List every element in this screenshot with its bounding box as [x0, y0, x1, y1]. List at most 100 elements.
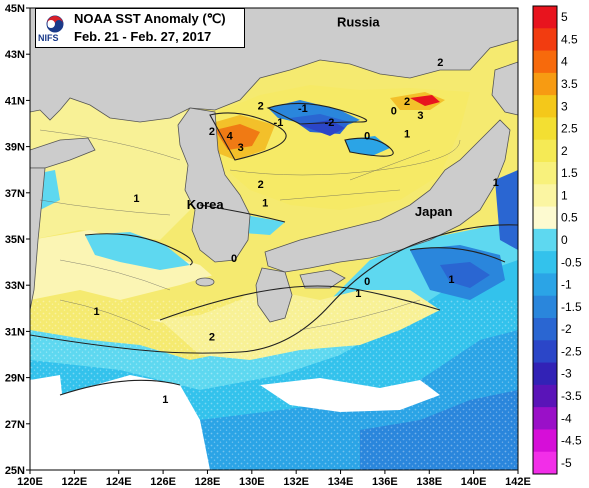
contour-value-label: 1 — [162, 394, 168, 406]
japan-kyushu — [255, 267, 293, 323]
lat-tick-label: 35N — [5, 234, 25, 246]
colorbar-swatch — [533, 50, 557, 74]
colorbar-label: 1.5 — [561, 166, 578, 180]
colorbar-swatch — [533, 117, 557, 141]
place-labels: Russia Korea Japan — [187, 14, 453, 218]
contour-value-label: 0 — [364, 276, 370, 288]
contour-value-label: 2 — [209, 332, 215, 344]
lat-tick-label: 29N — [5, 373, 25, 385]
colorbar-swatch — [533, 6, 557, 29]
longitude-axis: 120E 122E 124E 126E 128E 130E 132E 134E 136E 138E… — [17, 470, 531, 488]
nifs-logo-text: NIFS — [38, 33, 59, 43]
place-label-korea: Korea — [187, 197, 225, 212]
lat-tick-label: 33N — [5, 280, 25, 292]
colorbar-label: -1.5 — [561, 300, 582, 314]
contour-value-label: 2 — [437, 57, 443, 69]
nifs-logo-icon — [46, 15, 64, 33]
colorbar-label: -3 — [561, 367, 572, 381]
place-label-russia: Russia — [337, 14, 380, 29]
lon-tick-label: 142E — [505, 476, 531, 488]
colorbar-swatch — [533, 95, 557, 118]
colorbar-label: 3 — [561, 99, 568, 113]
lat-tick-label: 41N — [5, 95, 25, 107]
colorbar-swatch — [533, 228, 557, 252]
colorbar-swatch — [533, 162, 557, 185]
colorbar-swatch — [533, 139, 557, 163]
colorbar-label: -5 — [561, 456, 572, 470]
colorbar-swatch — [533, 184, 557, 208]
lon-tick-label: 132E — [283, 476, 309, 488]
contour-value-label: 1 — [404, 128, 410, 140]
colorbar-swatch — [533, 295, 557, 319]
lon-tick-label: 122E — [62, 476, 88, 488]
colorbar-label: 4 — [561, 55, 568, 69]
japan-honshu — [264, 119, 511, 273]
colorbar-swatch — [533, 429, 557, 453]
lon-tick-label: 120E — [17, 476, 43, 488]
contour-value-label: -2 — [325, 117, 335, 129]
contour-value-label: 1 — [93, 306, 99, 318]
contour-value-label: 3 — [417, 110, 423, 122]
contour-value-label: 2 — [404, 96, 410, 108]
korean-peninsula — [177, 107, 251, 263]
lon-tick-label: 138E — [416, 476, 442, 488]
contour-value-label: 1 — [262, 198, 268, 210]
contour-value-label: 3 — [238, 142, 244, 154]
contour-value-label: 1 — [493, 177, 499, 189]
contour-value-label: 1 — [133, 193, 139, 205]
japan-hokkaido — [491, 61, 518, 116]
colorbar-swatch — [533, 451, 557, 475]
lon-tick-label: 126E — [150, 476, 176, 488]
colorbar-swatch — [533, 72, 557, 96]
lon-tick-label: 134E — [328, 476, 354, 488]
colorbar-label: -2.5 — [561, 344, 582, 358]
lat-tick-label: 25N — [5, 465, 25, 477]
china-coast — [30, 167, 46, 311]
colorbar-label: 2 — [561, 144, 568, 158]
colorbar: 5 4.5 4 3.5 3 2.5 2 1.5 1 0.5 0 -0.5 -1 -1.5 -2 -2.5 -3 -… — [532, 5, 582, 475]
jeju-island — [195, 277, 215, 287]
map-title: NOAA SST Anomaly (℃) — [74, 11, 226, 26]
contour-value-label: -1 — [298, 103, 308, 115]
lon-tick-label: 128E — [195, 476, 221, 488]
contour-value-label: 1 — [355, 288, 361, 300]
colorbar-swatch — [533, 384, 557, 408]
lat-tick-label: 27N — [5, 419, 25, 431]
lat-tick-label: 43N — [5, 49, 25, 61]
contour-value-label: 4 — [227, 131, 234, 143]
colorbar-label: 1 — [561, 188, 568, 202]
colorbar-label: 3.5 — [561, 77, 578, 91]
colorbar-swatch — [533, 251, 557, 274]
colorbar-swatch — [533, 362, 557, 386]
lat-tick-label: 37N — [5, 188, 25, 200]
latitude-axis: 45N 43N 41N 39N 37N 35N 33N 31N 29N 27N 25N — [5, 3, 30, 477]
anomaly-field — [30, 85, 518, 470]
contour-value-label: 2 — [258, 179, 264, 191]
lon-tick-label: 124E — [106, 476, 132, 488]
contour-value-label: 2 — [258, 101, 264, 113]
colorbar-label: -4 — [561, 411, 572, 425]
colorbar-label: -1 — [561, 278, 572, 292]
colorbar-label: -3.5 — [561, 389, 582, 403]
contour-value-label: 0 — [364, 131, 370, 143]
colorbar-label: -4.5 — [561, 434, 582, 448]
colorbar-swatch — [533, 407, 557, 430]
colorbar-frame — [532, 5, 558, 475]
lon-tick-label: 140E — [461, 476, 487, 488]
colorbar-label: 0.5 — [561, 211, 578, 225]
colorbar-label: 0 — [561, 233, 568, 247]
colorbar-swatch — [533, 28, 557, 52]
colorbar-swatch — [533, 206, 557, 230]
contour-value-label: 1 — [448, 274, 454, 286]
lon-tick-label: 130E — [239, 476, 265, 488]
map-period: Feb. 21 - Feb. 27, 2017 — [74, 29, 212, 44]
title-box: NIFS NOAA SST Anomaly (℃) Feb. 21 - Feb.… — [35, 8, 245, 48]
contour-value-label: 0 — [391, 105, 397, 117]
colorbar-label: 2.5 — [561, 122, 578, 136]
contour-lines-thin — [39, 129, 461, 331]
contour-value-label: 2 — [209, 126, 215, 138]
colorbar-swatch — [533, 318, 557, 341]
lat-tick-label: 45N — [5, 3, 25, 15]
colorbar-label: -0.5 — [561, 255, 582, 269]
contour-lines — [30, 102, 518, 396]
